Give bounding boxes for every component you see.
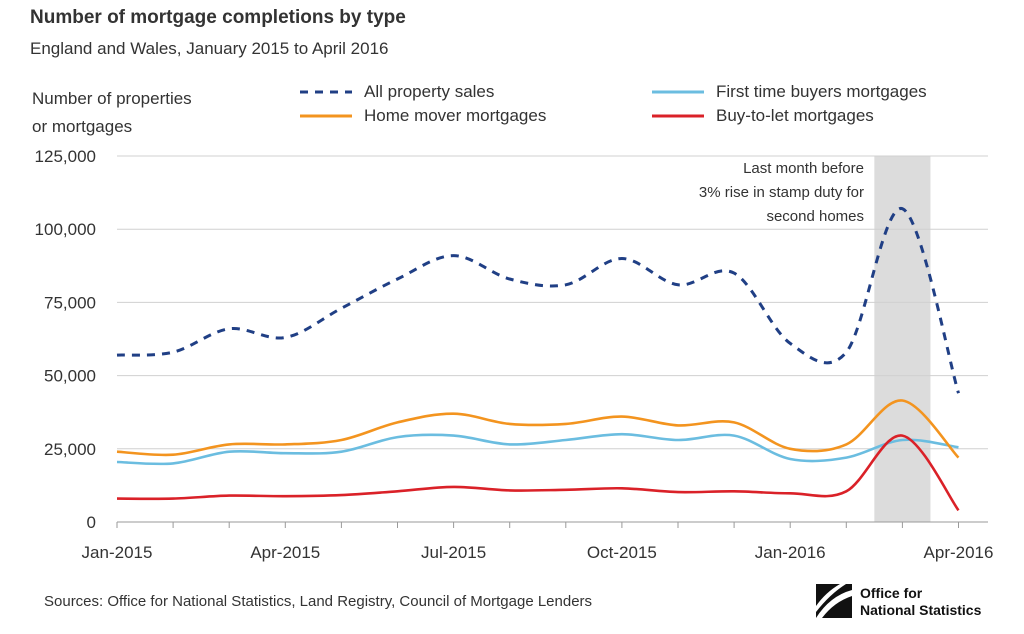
series-line-all-property-sales: [116, 207, 960, 394]
y-tick-label: 25,000: [44, 440, 96, 459]
ons-logo-mark: [816, 584, 852, 618]
annotation-line2: 3% rise in stamp duty for: [699, 184, 864, 201]
annotation-line3: second homes: [766, 208, 864, 225]
x-axis-ticks: Jan-2015 Apr-2015 Jul-2015 Oct-2015 Jan-2016…: [82, 522, 994, 562]
y-axis-ticks: 0 25,000 50,000 75,000 100,000 125,000: [35, 147, 96, 532]
series-line-buy-to-let-mortgages: [116, 434, 960, 512]
ons-logo-line1: Office for: [860, 585, 923, 601]
legend-label: First time buyers mortgages: [716, 82, 927, 101]
series-lines: [116, 207, 960, 512]
chart-subtitle: England and Wales, January 2015 to April…: [30, 39, 389, 58]
x-tick-label: Jan-2016: [755, 543, 826, 562]
y-tick-label: 125,000: [35, 147, 96, 166]
x-tick-label: Apr-2016: [924, 543, 994, 562]
chart-title: Number of mortgage completions by type: [30, 7, 406, 28]
y-tick-label: 0: [87, 513, 96, 532]
y-tick-label: 75,000: [44, 293, 96, 312]
y-axis-title-line1: Number of properties: [32, 89, 192, 108]
gridlines: [117, 155, 988, 523]
legend-label: All property sales: [364, 82, 494, 101]
legend-label: Buy-to-let mortgages: [716, 106, 874, 125]
ons-logo: Office for National Statistics: [816, 584, 982, 618]
series-line-home-mover-mortgages: [116, 399, 960, 459]
legend-label: Home mover mortgages: [364, 106, 546, 125]
stamp-duty-highlight-band: [874, 156, 931, 522]
y-tick-label: 50,000: [44, 367, 96, 386]
x-tick-label: Oct-2015: [587, 543, 657, 562]
legend: All property sales First time buyers mort…: [300, 82, 927, 125]
stamp-duty-highlight-layer: [874, 156, 931, 522]
annotation-line1: Last month before: [743, 160, 864, 177]
x-tick-label: Jul-2015: [421, 543, 486, 562]
x-tick-label: Apr-2015: [250, 543, 320, 562]
y-axis-title-line2: or mortgages: [32, 117, 132, 136]
series-line-first-time-buyers-mortgages: [116, 432, 959, 466]
ons-logo-line2: National Statistics: [860, 602, 982, 618]
y-tick-label: 100,000: [35, 220, 96, 239]
x-tick-label: Jan-2015: [82, 543, 153, 562]
source-note: Sources: Office for National Statistics,…: [44, 593, 592, 610]
